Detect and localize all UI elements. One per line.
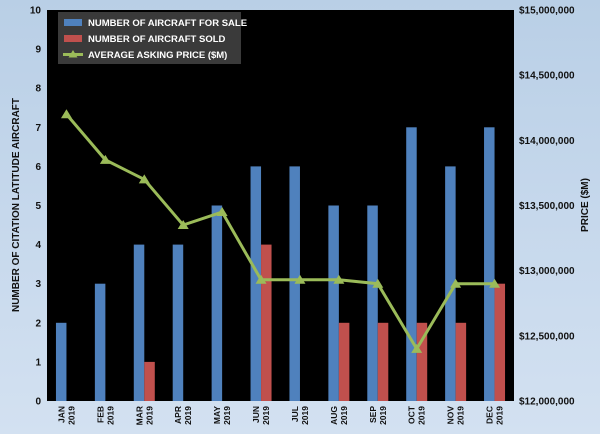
- price-point: [177, 220, 189, 230]
- month-label: FEB: [95, 406, 105, 423]
- left-tick-label: 6: [35, 162, 41, 173]
- bar-sold: [261, 244, 272, 401]
- category-axis-labels: JAN 2019 FEB 2019 MAR 2019 APR 2019 MAY 2019 JUN 20…: [56, 405, 504, 425]
- bar-for-sale: [55, 322, 67, 401]
- bar-for-sale: [406, 127, 417, 402]
- bar-sold: [377, 322, 389, 401]
- bar-for-sale: [172, 244, 184, 401]
- year-label: 2019: [222, 406, 232, 425]
- bar-for-sale: [211, 205, 223, 401]
- plot-area: [47, 10, 514, 401]
- bar-for-sale: [133, 244, 145, 401]
- legend-label: NUMBER OF AIRCRAFT FOR SALE: [88, 18, 247, 29]
- bar-sold: [494, 283, 506, 401]
- right-tick-label: $12,500,000: [519, 331, 575, 342]
- year-label: 2019: [456, 406, 466, 425]
- price-point: [294, 274, 306, 284]
- legend-box: [58, 12, 241, 64]
- left-tick-label: 4: [35, 240, 41, 251]
- year-label: 2019: [300, 406, 310, 425]
- bar-for-sale: [94, 283, 106, 401]
- month-label: DEC: [485, 406, 495, 424]
- bar-sold: [144, 361, 155, 401]
- bar-for-sale: [445, 166, 456, 401]
- legend-label: AVERAGE ASKING PRICE ($M): [88, 50, 227, 61]
- left-tick-label: 10: [30, 6, 42, 17]
- month-label: JAN: [56, 406, 66, 423]
- year-label: 2019: [183, 406, 193, 425]
- year-label: 2019: [378, 406, 388, 425]
- price-point: [333, 274, 345, 284]
- legend: NUMBER OF AIRCRAFT FOR SALE NUMBER OF AIR…: [58, 12, 247, 64]
- month-label: JUN: [251, 406, 261, 423]
- month-label: NOV: [446, 406, 456, 425]
- month-label: SEP: [368, 406, 378, 423]
- price-point: [411, 343, 423, 353]
- month-label: AUG: [329, 406, 339, 425]
- year-label: 2019: [339, 406, 349, 425]
- price-point: [60, 109, 72, 119]
- right-tick-label: $14,500,000: [519, 71, 575, 82]
- right-tick-label: $14,000,000: [519, 136, 575, 147]
- right-tick-label: $13,000,000: [519, 266, 575, 277]
- year-label: 2019: [66, 406, 76, 425]
- left-tick-label: 9: [35, 45, 41, 56]
- left-tick-label: 7: [35, 123, 41, 134]
- price-line: [65, 113, 495, 352]
- left-tick-label: 0: [35, 397, 41, 408]
- legend-marker: [68, 50, 78, 58]
- price-point: [255, 274, 267, 284]
- price-point: [138, 174, 150, 184]
- bar-sold: [455, 322, 467, 401]
- bar-for-sale: [484, 127, 495, 402]
- month-label: MAR: [134, 406, 144, 425]
- year-label: 2019: [105, 406, 115, 425]
- year-label: 2019: [261, 406, 271, 425]
- left-tick-label: 1: [35, 357, 41, 368]
- left-tick-label: 2: [35, 318, 41, 329]
- right-tick-label: $13,500,000: [519, 201, 575, 212]
- right-tick-label: $12,000,000: [519, 397, 575, 408]
- right-tick-label: $15,000,000: [519, 6, 575, 17]
- bar-for-sale: [328, 205, 339, 401]
- left-tick-label: 5: [35, 201, 41, 212]
- price-point: [216, 207, 228, 217]
- bar-for-sale: [367, 205, 378, 401]
- price-line-layer: [60, 109, 501, 353]
- price-point: [450, 278, 462, 288]
- price-point: [372, 278, 384, 288]
- year-label: 2019: [417, 406, 427, 425]
- left-tick-label: 8: [35, 84, 41, 95]
- legend-swatch: [64, 35, 82, 42]
- bar-sold: [338, 322, 350, 401]
- price-point: [99, 154, 111, 164]
- bar-sold: [416, 322, 428, 401]
- year-label: 2019: [495, 406, 505, 425]
- price-point: [489, 278, 501, 288]
- month-label: JUL: [290, 406, 300, 422]
- month-label: MAY: [212, 406, 222, 424]
- month-label: APR: [173, 406, 183, 424]
- year-label: 2019: [144, 406, 154, 425]
- month-label: OCT: [407, 405, 417, 424]
- right-axis-ticks: $12,000,000 $12,500,000 $13,000,000 $13,500…: [519, 6, 575, 408]
- legend-label: NUMBER OF AIRCRAFT SOLD: [88, 34, 226, 45]
- left-axis-title: NUMBER OF CITATION LATITUDE AIRCRAFT: [11, 98, 22, 312]
- left-tick-label: 3: [35, 279, 41, 290]
- right-axis-title: PRICE ($M): [580, 178, 591, 232]
- left-axis-ticks: 0 1 2 3 4 5 6 7 8 9 10: [30, 6, 42, 408]
- legend-swatch: [64, 19, 82, 26]
